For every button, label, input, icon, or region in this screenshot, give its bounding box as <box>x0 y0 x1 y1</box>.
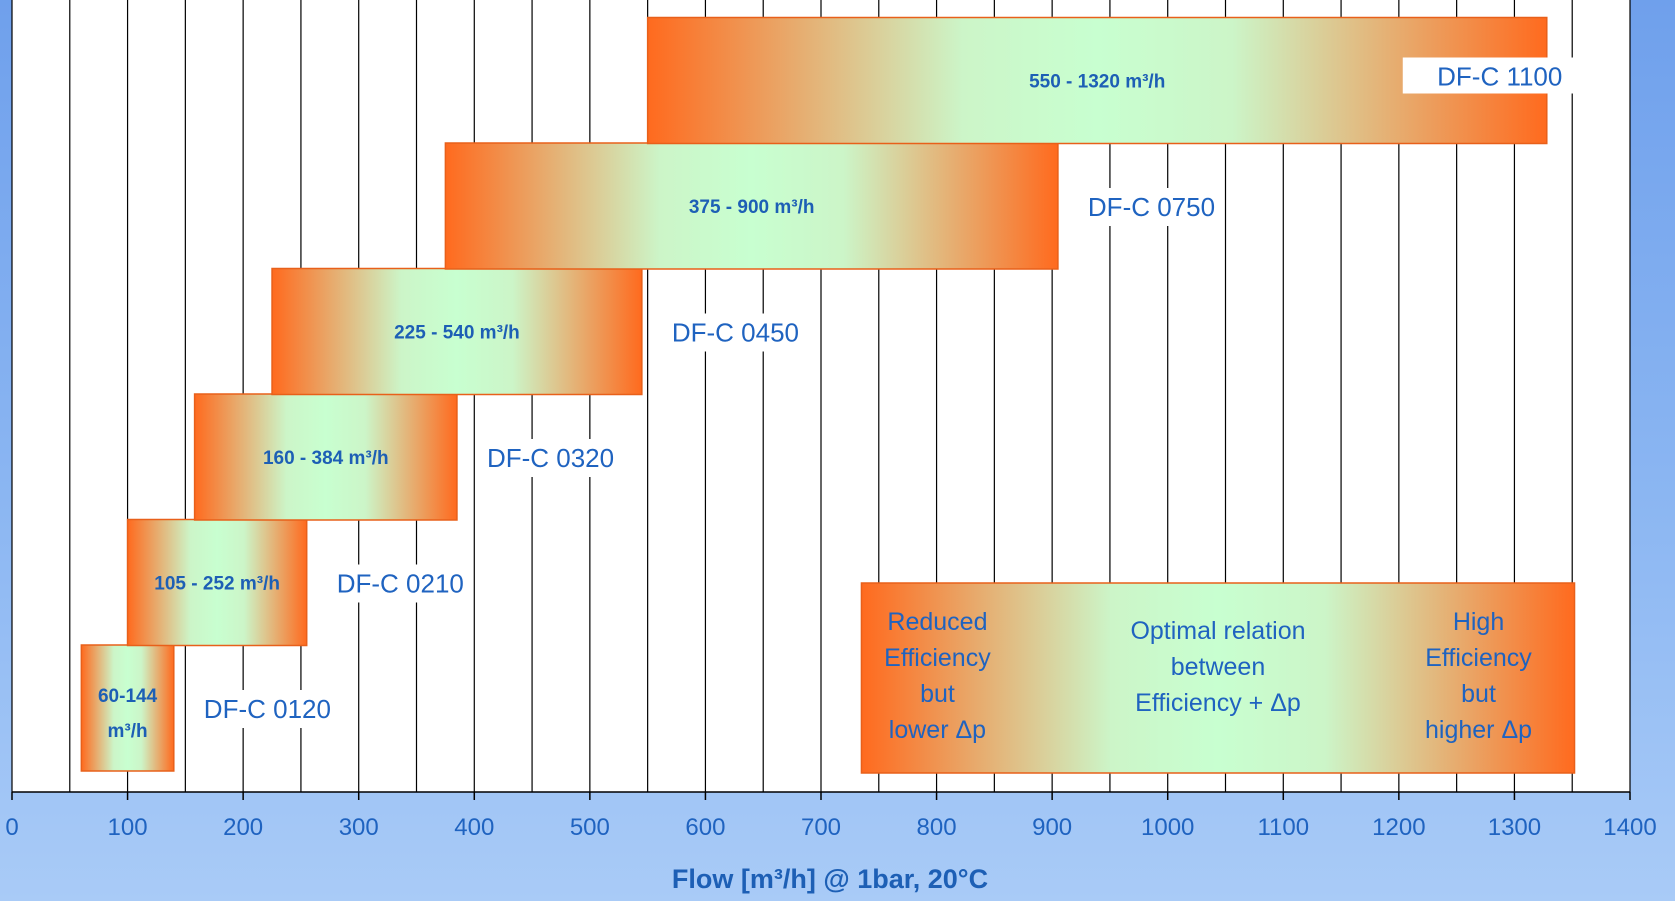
legend-optimal-text: between <box>1171 653 1266 681</box>
range-bar <box>126 518 308 647</box>
x-tick-label: 600 <box>685 814 725 841</box>
model-label: DF-C 0750 <box>1088 192 1215 222</box>
bar-range-label: 105 - 252 m³/h <box>154 574 280 595</box>
model-label-box <box>1402 57 1597 94</box>
range-bar <box>646 16 1548 145</box>
model-label-box <box>480 439 621 477</box>
x-tick-label: 1400 <box>1603 814 1656 841</box>
bar-range-label: 160 - 384 m³/h <box>263 448 389 469</box>
x-tick-label: 400 <box>454 814 494 841</box>
model-label: DF-C 0120 <box>204 694 331 724</box>
model-label-box <box>665 313 806 352</box>
range-bar <box>80 644 175 772</box>
x-axis: 0 100 200 300 400 500 600 700 800 900 1000 1100 1200… <box>5 791 1657 841</box>
x-tick-label: 1000 <box>1141 814 1194 841</box>
legend-optimal-text: Efficiency + Δp <box>1135 689 1301 717</box>
x-tick-label: 1100 <box>1257 814 1309 841</box>
x-tick-label: 100 <box>108 814 148 841</box>
x-tick-label: 0 <box>5 814 18 841</box>
range-bars: 60-144 m³/h DF-C 0120 105 - 252 m³/h DF-C 02… <box>80 16 1597 772</box>
model-label: DF-C 0210 <box>337 569 464 599</box>
x-tick-label: 700 <box>801 814 841 841</box>
x-tick-label: 200 <box>223 814 263 841</box>
legend-high-efficiency-text: High <box>1453 608 1504 636</box>
x-tick-label: 1300 <box>1488 814 1541 841</box>
range-bar <box>271 267 643 396</box>
x-tick-label: 800 <box>917 814 957 841</box>
legend-high-efficiency-text: higher Δp <box>1425 716 1532 744</box>
x-tick-label: 900 <box>1032 814 1072 841</box>
model-label-box <box>330 564 470 603</box>
bar-range-label: 550 - 1320 m³/h <box>1029 72 1165 93</box>
efficiency-legend: Reduced Efficiency but lower Δp Optimal rela… <box>860 582 1576 774</box>
model-label: DF-C 0450 <box>672 318 799 348</box>
legend-reduced-efficiency-text: Efficiency <box>884 644 991 672</box>
efficiency-legend-box <box>860 582 1576 774</box>
legend-reduced-efficiency-text: Reduced <box>887 608 987 636</box>
range-bar <box>444 142 1059 270</box>
legend-reduced-efficiency-text: but <box>920 680 955 708</box>
range-bar <box>193 393 458 521</box>
legend-high-efficiency-text: but <box>1461 680 1496 708</box>
legend-optimal-text: Optimal relation <box>1130 617 1305 645</box>
model-label: DF-C 1100 <box>1437 62 1562 92</box>
bar-range-label: 60-144 <box>98 686 158 707</box>
legend-reduced-efficiency-text: lower Δp <box>889 716 986 744</box>
model-label-box <box>1081 188 1222 226</box>
x-tick-label: 300 <box>339 814 379 841</box>
x-axis-title: Flow [m³/h] @ 1bar, 20°C <box>672 864 988 894</box>
legend-high-efficiency-text: Efficiency <box>1425 644 1532 672</box>
bar-range-label-unit: m³/h <box>108 721 148 742</box>
model-label: DF-C 0320 <box>487 443 614 473</box>
x-tick-label: 1200 <box>1372 814 1425 841</box>
bar-range-label: 225 - 540 m³/h <box>394 323 520 344</box>
bar-range-label: 375 - 900 m³/h <box>689 197 815 218</box>
x-tick-label: 500 <box>570 814 610 841</box>
model-label-box <box>197 690 337 728</box>
